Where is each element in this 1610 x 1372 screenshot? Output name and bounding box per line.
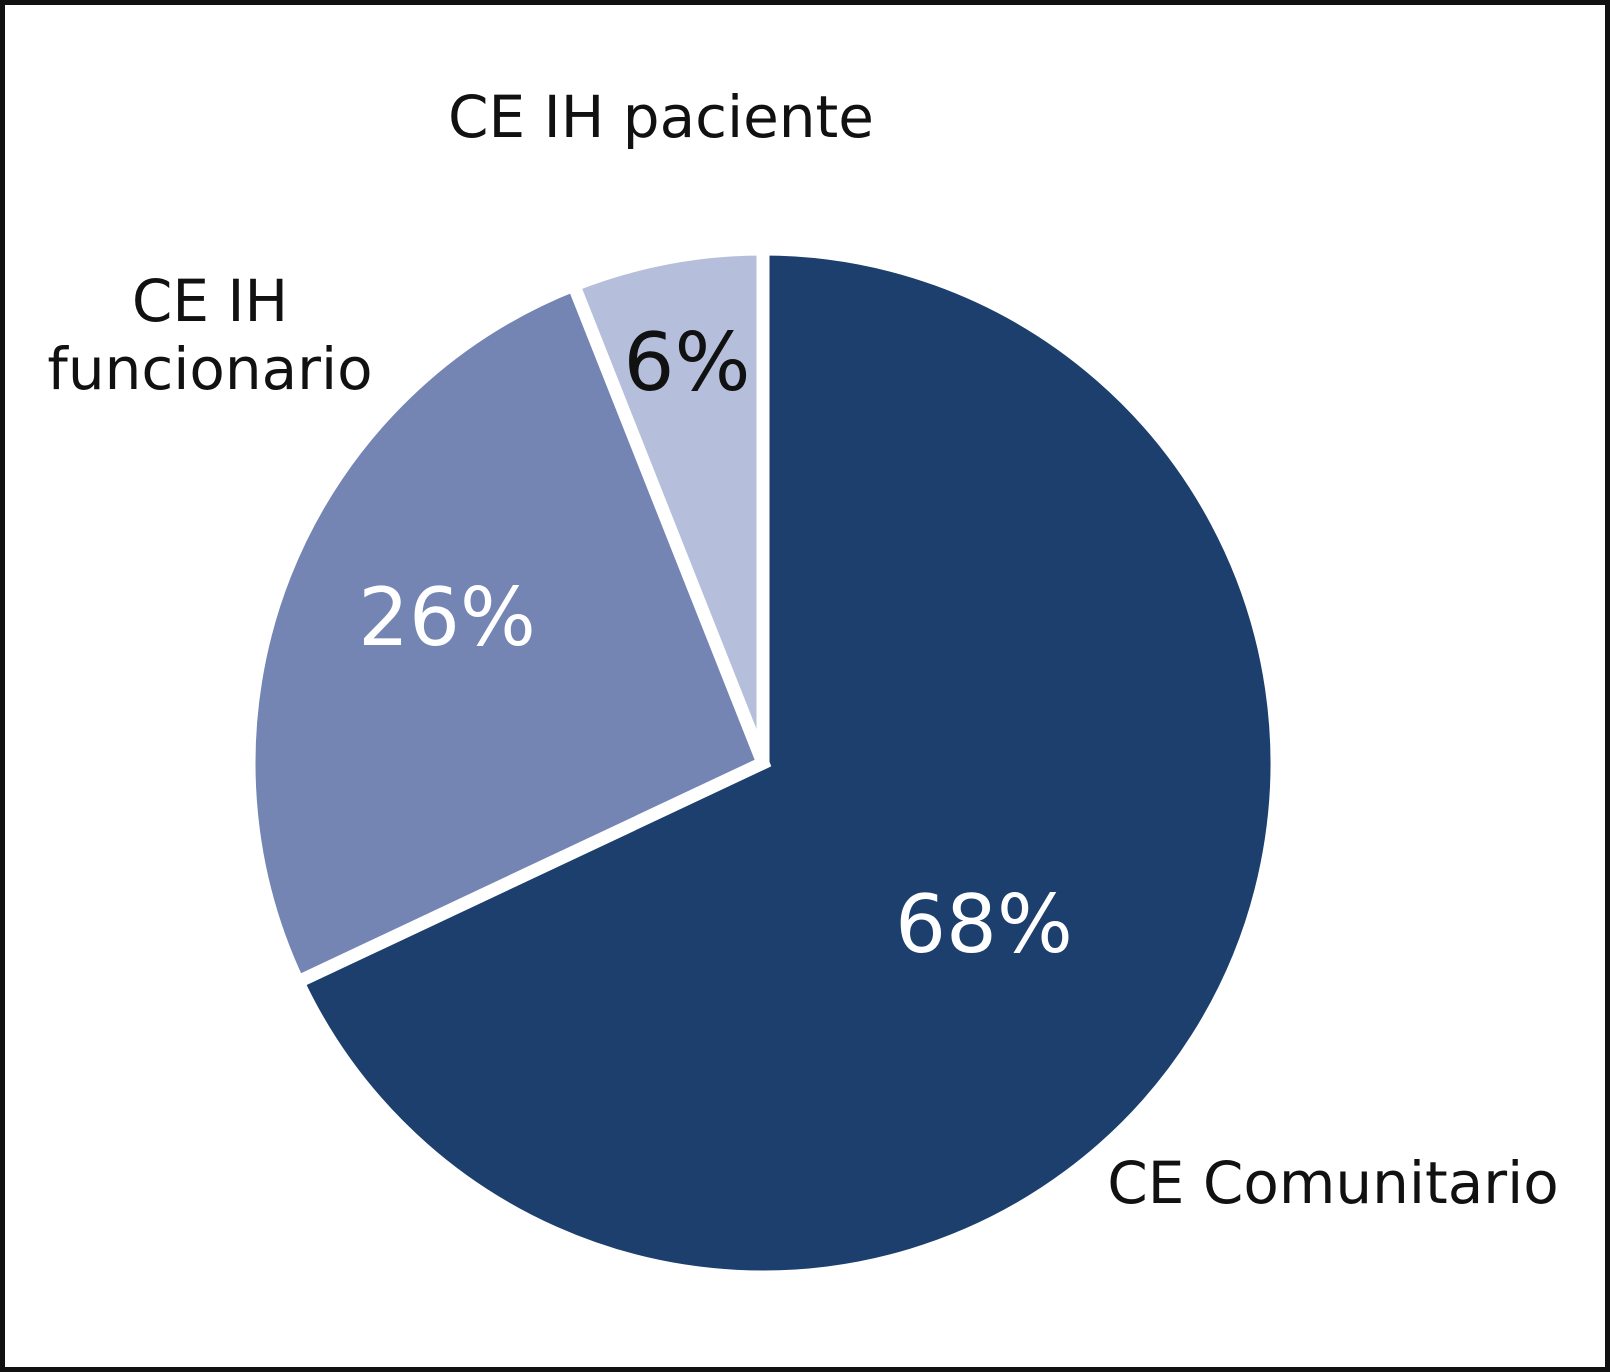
pie-slice-1 bbox=[242, 276, 772, 991]
pie-slice-0 bbox=[289, 242, 1284, 1284]
data-label-ce-ih-paciente: 6% bbox=[623, 316, 751, 409]
data-label-ce-comunitario: 68% bbox=[895, 878, 1073, 971]
pie-slice-2 bbox=[565, 242, 770, 766]
slice-label-ce-ih-paciente: CE IH paciente bbox=[448, 83, 874, 152]
data-label-ce-ih-funcionario: 26% bbox=[358, 571, 536, 664]
slice-label-ce-comunitario: CE Comunitario bbox=[1107, 1149, 1559, 1218]
slice-label-ce-ih-funcionario: CE IH funcionario bbox=[47, 267, 373, 403]
